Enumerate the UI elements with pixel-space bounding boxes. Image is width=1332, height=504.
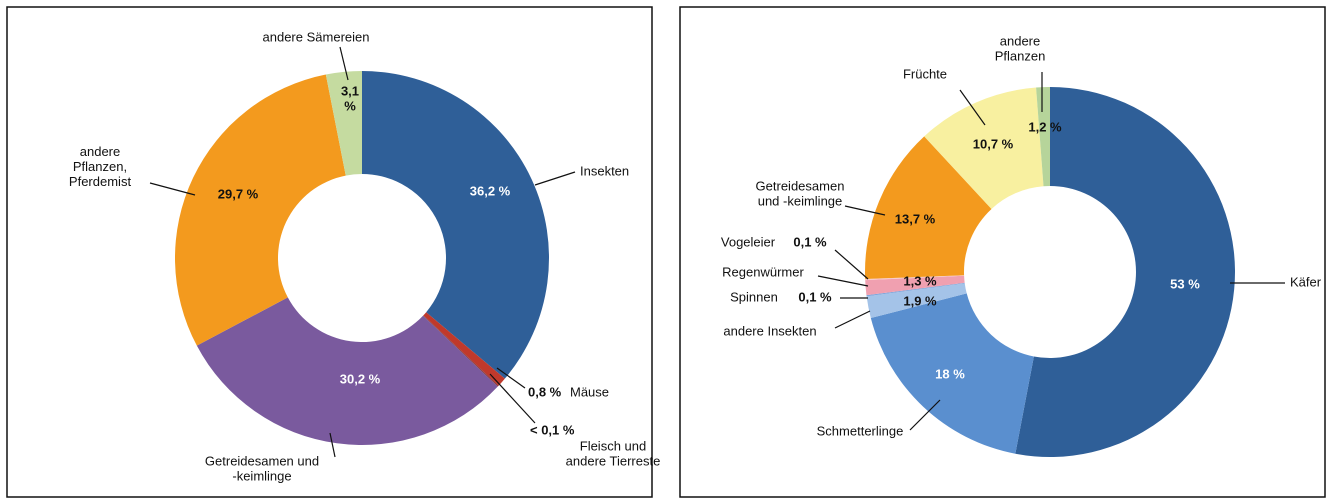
donut-slice — [866, 283, 967, 319]
leader-line — [149, 182, 196, 196]
donut-slice — [1015, 87, 1236, 457]
donut-slice — [423, 312, 505, 386]
leader-line — [329, 432, 336, 458]
slice-label: Spinnen — [730, 289, 778, 304]
value-label: 1,2 % — [1028, 119, 1062, 134]
donut-slice — [865, 275, 965, 296]
leader-line — [834, 310, 871, 329]
donut-slice — [325, 71, 362, 176]
slice-label: Früchte — [903, 66, 947, 81]
slice-label: Regenwürmer — [722, 264, 804, 279]
value-label: 1,3 % — [903, 273, 937, 288]
slice-label: Insekten — [580, 163, 629, 178]
donut-slice — [924, 87, 1044, 209]
leader-line — [817, 275, 869, 287]
leader-line — [534, 171, 576, 186]
donut-slice — [362, 71, 549, 379]
slice-label: andere Insekten — [723, 323, 816, 338]
slice-label: Getreidesamen und -keimlinge — [756, 179, 845, 209]
donut-slice — [1036, 87, 1050, 187]
value-label: 36,2 % — [470, 183, 511, 198]
leader-line — [339, 46, 349, 81]
value-label: < 0,1 % — [530, 422, 575, 437]
slice-label: andere Sämereien — [263, 29, 370, 44]
slice-label: Fleisch und andere Tierreste — [566, 439, 661, 469]
slice-label: Käfer — [1290, 274, 1322, 289]
donut-slice — [866, 282, 965, 297]
leader-line — [496, 367, 526, 389]
value-label: 1,9 % — [903, 293, 937, 308]
donut-slice — [865, 136, 992, 279]
donut-slice — [865, 275, 965, 281]
donut-slice — [870, 293, 1034, 454]
slice-label: andere Pflanzen, Pferdemist — [69, 144, 132, 189]
value-label: 13,7 % — [895, 211, 936, 226]
value-label: 30,2 % — [340, 371, 381, 386]
leader-line — [909, 399, 941, 431]
slice-label: Schmetterlinge — [817, 423, 904, 438]
value-label: 53 % — [1170, 276, 1200, 291]
slice-label: Getreidesamen und -keimlinge — [205, 454, 319, 484]
value-label: 0,1 % — [793, 234, 827, 249]
value-label: 29,7 % — [218, 186, 259, 201]
leader-line — [844, 205, 886, 216]
value-label: 0,1 % — [798, 289, 832, 304]
value-label: 0,8 % — [528, 384, 562, 399]
slice-label: Mäuse — [570, 384, 609, 399]
value-label: 3,1% — [341, 84, 359, 114]
donut-slice — [423, 315, 499, 387]
value-label: 10,7 % — [973, 136, 1014, 151]
leader-line — [834, 249, 869, 280]
slice-label: andere Pflanzen — [995, 34, 1046, 64]
value-label: 18 % — [935, 366, 965, 381]
donut-slice — [175, 74, 346, 346]
slice-label: Vogeleier — [721, 234, 776, 249]
leader-line — [959, 89, 986, 126]
leader-line — [489, 373, 536, 424]
donut-slice — [196, 297, 498, 445]
